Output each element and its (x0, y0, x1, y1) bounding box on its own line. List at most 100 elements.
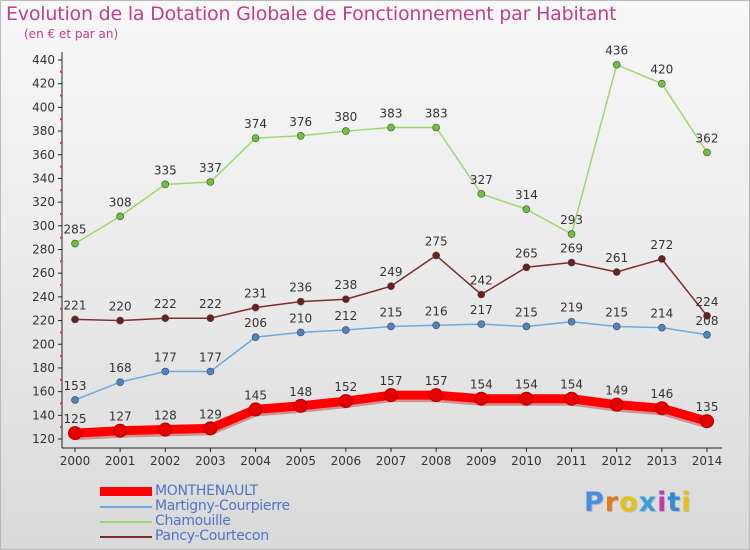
data-label: 383 (425, 107, 448, 121)
legend-item: Chamouille (100, 513, 360, 529)
logo-letter: x (638, 487, 658, 518)
y-tick-label: 280 (32, 243, 55, 257)
legend-label: MONTHENAULT (155, 483, 258, 499)
y-tick-label: 140 (32, 408, 55, 422)
data-point (432, 123, 440, 132)
data-label: 238 (334, 278, 357, 292)
y-minor-tick (60, 402, 62, 405)
x-tick-label: 2013 (647, 454, 678, 468)
data-point (342, 127, 350, 135)
legend-label: Pancy-Courtecon (155, 528, 269, 544)
data-label: 383 (380, 107, 403, 121)
data-point (474, 391, 489, 406)
x-tick-label: 2002 (150, 454, 181, 468)
data-point (432, 251, 440, 260)
y-tick-label: 400 (32, 100, 55, 114)
x-tick-label: 2004 (240, 454, 271, 468)
data-label: 261 (605, 251, 628, 265)
data-label: 145 (244, 388, 267, 402)
y-tick-label: 340 (32, 171, 55, 185)
data-label: 215 (515, 305, 538, 319)
x-tick-label: 2010 (511, 454, 542, 468)
data-label: 219 (560, 301, 583, 315)
x-tick-label: 2001 (105, 454, 136, 468)
data-label: 308 (109, 195, 132, 209)
data-point (296, 297, 305, 306)
legend-swatch (100, 506, 152, 508)
legend-label: Martigny-Courpierre (155, 498, 290, 514)
data-label: 436 (605, 44, 628, 58)
y-minor-tick (60, 378, 62, 381)
logo-letter: o (619, 487, 639, 518)
y-minor-tick (60, 212, 62, 215)
data-point (158, 422, 173, 437)
data-label: 231 (244, 287, 267, 301)
legend-item: Pancy-Courtecon (100, 528, 360, 544)
data-label: 128 (154, 409, 177, 423)
logo-letter: r (604, 487, 620, 518)
data-point (567, 258, 576, 267)
y-minor-tick (60, 70, 62, 73)
y-tick-label: 200 (32, 337, 55, 351)
data-label: 212 (334, 309, 357, 323)
data-label: 168 (109, 361, 132, 375)
data-point (68, 426, 82, 441)
legend-swatch (100, 536, 152, 538)
y-tick-label: 260 (32, 266, 55, 280)
y-minor-tick (60, 307, 62, 310)
data-point (161, 180, 170, 189)
y-tick-label: 360 (32, 148, 55, 162)
y-minor-tick (60, 189, 62, 192)
data-point (658, 323, 666, 332)
chart-subtitle: (en € et par an) (24, 27, 119, 41)
x-tick-label: 2007 (376, 454, 407, 468)
x-tick-label: 2008 (421, 454, 452, 468)
data-point (519, 391, 534, 406)
x-tick-label: 2003 (195, 454, 226, 468)
data-label: 215 (605, 305, 628, 319)
data-label: 125 (64, 412, 87, 426)
data-label: 335 (154, 163, 177, 177)
data-label: 153 (64, 379, 87, 393)
data-label: 214 (650, 307, 673, 321)
data-point (477, 290, 486, 299)
x-tick-label: 2009 (466, 454, 497, 468)
data-point (387, 322, 395, 331)
y-minor-tick (60, 355, 62, 358)
data-label: 154 (515, 378, 538, 392)
data-label: 157 (380, 374, 403, 388)
data-point (522, 263, 531, 272)
data-label: 152 (334, 380, 357, 394)
legend-label: Chamouille (155, 513, 231, 529)
x-tick-label: 2005 (285, 454, 316, 468)
data-point (116, 316, 124, 325)
data-label: 220 (109, 300, 132, 314)
data-point (116, 212, 124, 221)
data-point (703, 148, 711, 157)
y-minor-tick (60, 284, 62, 287)
y-tick-label: 380 (32, 124, 55, 138)
data-label: 224 (696, 295, 719, 309)
data-label: 222 (199, 297, 222, 311)
data-label: 374 (244, 117, 267, 131)
data-point (342, 326, 350, 334)
data-label: 221 (64, 298, 87, 312)
data-label: 135 (696, 400, 719, 414)
y-tick-label: 420 (32, 77, 55, 91)
data-point (116, 378, 124, 386)
y-minor-tick (60, 260, 62, 263)
data-label: 157 (425, 374, 448, 388)
data-label: 249 (380, 265, 403, 279)
data-point (432, 321, 440, 330)
data-point (658, 255, 666, 263)
data-label: 154 (470, 378, 493, 392)
data-label: 420 (650, 63, 673, 77)
data-point (567, 317, 576, 326)
y-minor-tick (60, 118, 62, 121)
data-point (71, 239, 79, 248)
data-label: 215 (380, 305, 403, 319)
y-minor-tick (60, 141, 62, 144)
data-point (113, 423, 128, 438)
